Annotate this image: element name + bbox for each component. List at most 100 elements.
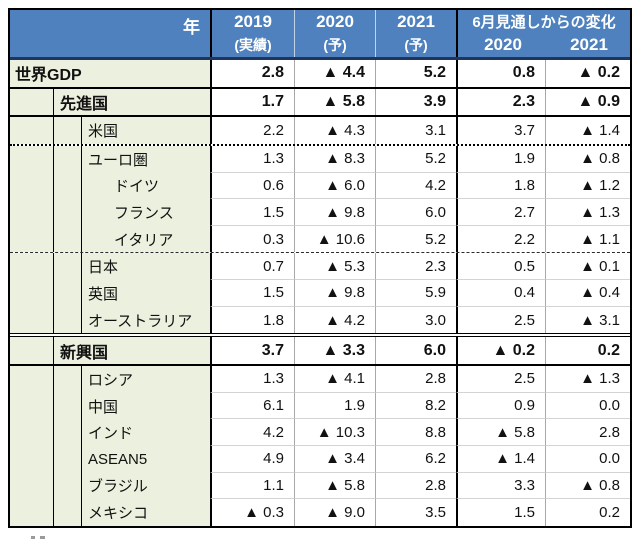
indent-strip [54, 499, 82, 526]
header-col-2020: 2020 (予) [295, 10, 376, 57]
header-change-2021: 2021 [570, 35, 608, 55]
cell-2020: ▲ 5.3 [295, 253, 376, 281]
indent-strip [10, 445, 54, 473]
row-label: 世界GDP [10, 60, 210, 87]
header-change-2020: 2020 [484, 35, 522, 55]
cell-chg-2020: 0.8 [456, 60, 546, 87]
cell-chg-2020: 0.4 [456, 280, 546, 307]
cell-2021: 5.2 [376, 60, 456, 87]
indent-strip [10, 172, 54, 200]
header-col-2019-note: (実績) [234, 36, 272, 53]
row-label: 中国 [82, 392, 210, 420]
indent-strip [10, 145, 54, 173]
cell-chg-2021: ▲ 0.4 [546, 280, 630, 307]
cell-2019: 0.7 [210, 253, 295, 281]
cell-chg-2020: 2.2 [456, 225, 546, 253]
row-italy: イタリア 0.3 ▲ 10.6 5.2 2.2 ▲ 1.1 [10, 225, 630, 253]
cell-2021: 3.0 [376, 306, 456, 334]
cell-chg-2021: ▲ 0.1 [546, 253, 630, 281]
row-china: 中国 6.1 1.9 8.2 0.9 0.0 [10, 392, 630, 420]
row-france: フランス 1.5 ▲ 9.8 6.0 2.7 ▲ 1.3 [10, 199, 630, 226]
gdp-forecast-table: 年 2019 (実績) 2020 (予) 2021 (予) 6月見通しからの変化… [8, 8, 632, 528]
cell-2020: ▲ 4.4 [295, 60, 376, 87]
cell-2019: 1.8 [210, 306, 295, 334]
cell-chg-2021: ▲ 0.8 [546, 472, 630, 500]
cell-2019: 1.7 [210, 88, 295, 116]
cell-2019: 2.8 [210, 60, 295, 87]
indent-strip [54, 472, 82, 500]
cell-chg-2021: ▲ 1.2 [546, 172, 630, 200]
indent-strip [54, 445, 82, 473]
cell-2021: 5.2 [376, 145, 456, 173]
cell-2020: ▲ 4.3 [295, 117, 376, 144]
cell-2019: ▲ 0.3 [210, 499, 295, 526]
cell-2020: ▲ 4.2 [295, 306, 376, 334]
indent-strip [54, 145, 82, 173]
cell-2019: 0.6 [210, 172, 295, 200]
cell-chg-2020: 3.7 [456, 117, 546, 144]
cell-chg-2021: ▲ 0.9 [546, 88, 630, 116]
cell-2019: 3.7 [210, 337, 295, 365]
row-label: ASEAN5 [82, 445, 210, 473]
cell-2019: 2.2 [210, 117, 295, 144]
row-label: メキシコ [82, 499, 210, 526]
cell-2020: 1.9 [295, 392, 376, 420]
cell-chg-2020: 1.8 [456, 172, 546, 200]
indent-strip [10, 366, 54, 393]
header-year-label: 年 [183, 18, 200, 37]
cell-chg-2021: ▲ 0.2 [546, 60, 630, 87]
cell-chg-2021: 0.0 [546, 445, 630, 473]
cell-2021: 3.1 [376, 117, 456, 144]
indent-strip [10, 472, 54, 500]
row-united-states: 米国 2.2 ▲ 4.3 3.1 3.7 ▲ 1.4 [10, 117, 630, 146]
cell-chg-2020: 2.5 [456, 366, 546, 393]
row-label: 日本 [82, 253, 210, 281]
header-col-2021-note: (予) [404, 36, 428, 53]
cell-2020: ▲ 9.8 [295, 199, 376, 226]
cell-chg-2020: 2.7 [456, 199, 546, 226]
cell-chg-2020: 3.3 [456, 472, 546, 500]
cell-2020: ▲ 10.6 [295, 225, 376, 253]
cell-chg-2021: ▲ 1.4 [546, 117, 630, 144]
cell-2021: 8.2 [376, 392, 456, 420]
cell-2021: 6.2 [376, 445, 456, 473]
row-label: インド [82, 419, 210, 446]
cell-chg-2020: 2.5 [456, 306, 546, 334]
header-col-2020-note: (予) [323, 36, 347, 53]
cell-chg-2021: 0.2 [546, 499, 630, 526]
cell-2021: 6.0 [376, 337, 456, 365]
cell-chg-2020: 2.3 [456, 88, 546, 116]
cell-2020: ▲ 5.8 [295, 472, 376, 500]
indent-strip [10, 117, 54, 144]
cell-2019: 1.5 [210, 199, 295, 226]
cell-2020: ▲ 3.4 [295, 445, 376, 473]
row-label: フランス [82, 199, 210, 226]
cell-chg-2020: 0.9 [456, 392, 546, 420]
cell-chg-2021: 2.8 [546, 419, 630, 446]
cell-chg-2021: ▲ 1.3 [546, 366, 630, 393]
row-label: イタリア [82, 225, 210, 253]
indent-strip [10, 419, 54, 446]
cell-2021: 5.2 [376, 225, 456, 253]
cell-2021: 6.0 [376, 199, 456, 226]
cell-2021: 2.3 [376, 253, 456, 281]
indent-strip [54, 306, 82, 334]
cell-2021: 4.2 [376, 172, 456, 200]
table-body: 世界GDP 2.8 ▲ 4.4 5.2 0.8 ▲ 0.2 先進国 1.7 ▲ … [10, 60, 630, 526]
cell-2020: ▲ 10.3 [295, 419, 376, 446]
header-change-group: 6月見通しからの変化 2020 2021 [456, 10, 630, 57]
cell-chg-2021: 0.2 [546, 337, 630, 365]
cell-2019: 0.3 [210, 225, 295, 253]
indent-strip [54, 392, 82, 420]
cell-2020: ▲ 4.1 [295, 366, 376, 393]
cell-2021: 3.9 [376, 88, 456, 116]
cell-2021: 8.8 [376, 419, 456, 446]
cell-2019: 4.9 [210, 445, 295, 473]
indent-strip [10, 306, 54, 334]
row-mexico: メキシコ ▲ 0.3 ▲ 9.0 3.5 1.5 0.2 [10, 499, 630, 526]
row-label: 英国 [82, 280, 210, 307]
indent-strip [10, 280, 54, 307]
indent-strip [54, 199, 82, 226]
row-russia: ロシア 1.3 ▲ 4.1 2.8 2.5 ▲ 1.3 [10, 366, 630, 393]
